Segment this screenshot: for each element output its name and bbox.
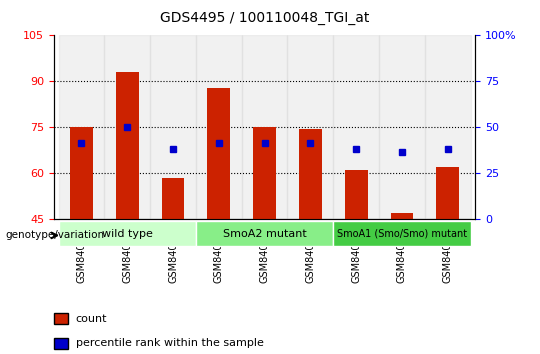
Bar	[425, 35, 471, 219]
Bar	[333, 35, 379, 219]
Bar	[390, 213, 414, 219]
FancyBboxPatch shape	[333, 221, 471, 246]
Bar	[299, 129, 322, 219]
Text: percentile rank within the sample: percentile rank within the sample	[76, 338, 264, 348]
Text: wild type: wild type	[102, 229, 153, 239]
Bar	[436, 167, 459, 219]
Bar	[70, 127, 93, 219]
Text: SmoA1 (Smo/Smo) mutant: SmoA1 (Smo/Smo) mutant	[337, 229, 467, 239]
FancyBboxPatch shape	[196, 221, 333, 246]
Bar	[287, 35, 333, 219]
Bar	[345, 170, 368, 219]
Bar	[116, 72, 139, 219]
Text: SmoA2 mutant: SmoA2 mutant	[222, 229, 307, 239]
Bar	[242, 35, 287, 219]
Bar	[150, 35, 196, 219]
Bar	[58, 35, 104, 219]
Text: GDS4495 / 100110048_TGI_at: GDS4495 / 100110048_TGI_at	[160, 11, 369, 25]
Bar	[161, 178, 185, 219]
Bar	[253, 127, 276, 219]
Text: genotype/variation: genotype/variation	[5, 230, 105, 240]
Bar	[104, 35, 150, 219]
Bar	[196, 35, 242, 219]
FancyBboxPatch shape	[58, 221, 196, 246]
Bar	[379, 35, 425, 219]
Text: count: count	[76, 314, 107, 324]
Bar	[207, 87, 230, 219]
